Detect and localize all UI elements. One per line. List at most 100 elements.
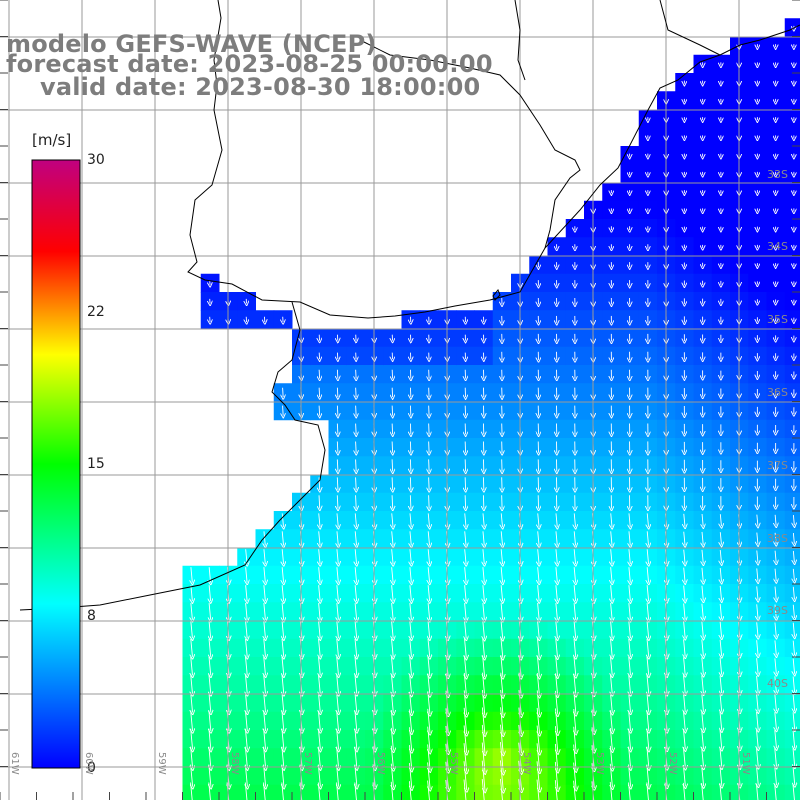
wind-arrow [245, 692, 247, 713]
wind-arrow [282, 746, 284, 769]
wind-cell [784, 91, 800, 110]
wind-arrow [319, 477, 320, 490]
wind-cell [784, 657, 800, 676]
wind-arrow [209, 746, 211, 769]
wind-cell [784, 346, 800, 366]
wind-arrow [191, 692, 193, 713]
wind-arrow [246, 585, 247, 601]
lon-label: 58W [229, 752, 240, 775]
wind-cell [784, 748, 800, 767]
wind-cell [784, 328, 800, 348]
wind-arrow [245, 710, 247, 731]
wind-cell [784, 511, 800, 530]
wind-arrow [191, 638, 193, 657]
wind-arrow [245, 746, 247, 769]
wind-cell [784, 401, 800, 421]
wind-arrow [319, 405, 320, 416]
wind-arrow [244, 782, 248, 800]
wind-arrow [319, 495, 320, 508]
wind-arrow [282, 728, 284, 750]
colorbar-gradient [31, 159, 81, 769]
valid-date: valid date: 2023-08-30 18:00:00 [40, 73, 481, 101]
wind-arrow [191, 585, 192, 601]
lat-label: 36S [767, 386, 788, 399]
wind-arrow [209, 638, 211, 657]
wind-cell [784, 36, 800, 56]
wind-cell [784, 711, 800, 731]
lon-label: 57W [302, 752, 313, 775]
wind-arrow [337, 423, 338, 435]
wind-cell [784, 730, 800, 749]
wind-arrow [245, 674, 247, 694]
wind-arrow [246, 638, 248, 657]
wind-arrow [209, 603, 211, 620]
wind-arrow [209, 585, 210, 601]
wind-arrow [191, 620, 193, 638]
wind-arrow [319, 387, 320, 397]
wind-arrow [264, 692, 266, 713]
wind-arrow [282, 674, 284, 694]
wind-arrow [209, 620, 211, 638]
wind-arrow [264, 764, 266, 787]
wind-cell [784, 54, 800, 74]
wind-arrow [282, 692, 284, 713]
wind-arrow [191, 674, 193, 694]
colorbar-unit: [m/s] [32, 131, 72, 149]
wind-arrow [264, 603, 266, 620]
wind-cell [784, 219, 800, 238]
lat-label: 33S [767, 168, 788, 181]
wind-arrow [429, 495, 430, 508]
wind-arrow [356, 423, 357, 435]
lon-label: 56W [375, 752, 386, 775]
wind-cell [784, 438, 800, 457]
wind-cell [784, 109, 800, 129]
wind-arrow [392, 477, 393, 490]
wind-arrow [282, 656, 284, 675]
wind-arrow [191, 567, 192, 582]
wind-arrow [264, 638, 266, 657]
wind-arrow [319, 513, 320, 526]
wind-arrow [319, 567, 320, 582]
wind-arrow [337, 441, 338, 452]
wind-cell [784, 547, 800, 567]
lon-label: 55W [448, 752, 459, 775]
wind-arrow [429, 477, 430, 490]
wind-arrow [246, 620, 248, 638]
wind-cell [784, 200, 800, 220]
wind-arrow [410, 495, 411, 508]
lon-label: 54W [521, 752, 532, 775]
wind-arrow [282, 513, 283, 526]
lat-label: 40S [767, 677, 788, 690]
wind-arrow [282, 764, 284, 787]
wind-arrow [356, 441, 357, 452]
lat-label: 38S [767, 532, 788, 545]
wind-arrow [209, 764, 211, 787]
wind-arrow [319, 585, 320, 601]
wind-arrow [191, 656, 193, 675]
wind-arrow [263, 782, 266, 800]
wind-cell [784, 182, 800, 202]
wind-cell [784, 766, 800, 786]
lon-label: 51W [740, 752, 751, 775]
wind-arrow [282, 567, 283, 582]
wind-arrow [282, 585, 283, 601]
wind-arrow [410, 459, 411, 471]
wind-arrow [245, 728, 247, 750]
wind-arrow [264, 674, 266, 694]
wind-arrow [190, 782, 193, 800]
lon-label: 59W [156, 752, 167, 775]
wind-field [182, 18, 800, 800]
wind-arrow [264, 585, 265, 601]
wind-arrow [191, 764, 193, 787]
wind-arrow [392, 495, 393, 508]
lon-label: 60W [83, 752, 94, 775]
wind-arrow [282, 638, 284, 657]
wind-arrow [410, 477, 411, 490]
lat-label: 35S [767, 313, 788, 326]
colorbar-tick-22: 22 [87, 304, 105, 320]
wind-cell [784, 18, 800, 37]
wind-arrow [209, 656, 211, 675]
wind-arrow [209, 710, 211, 731]
wind-cell [784, 292, 800, 311]
